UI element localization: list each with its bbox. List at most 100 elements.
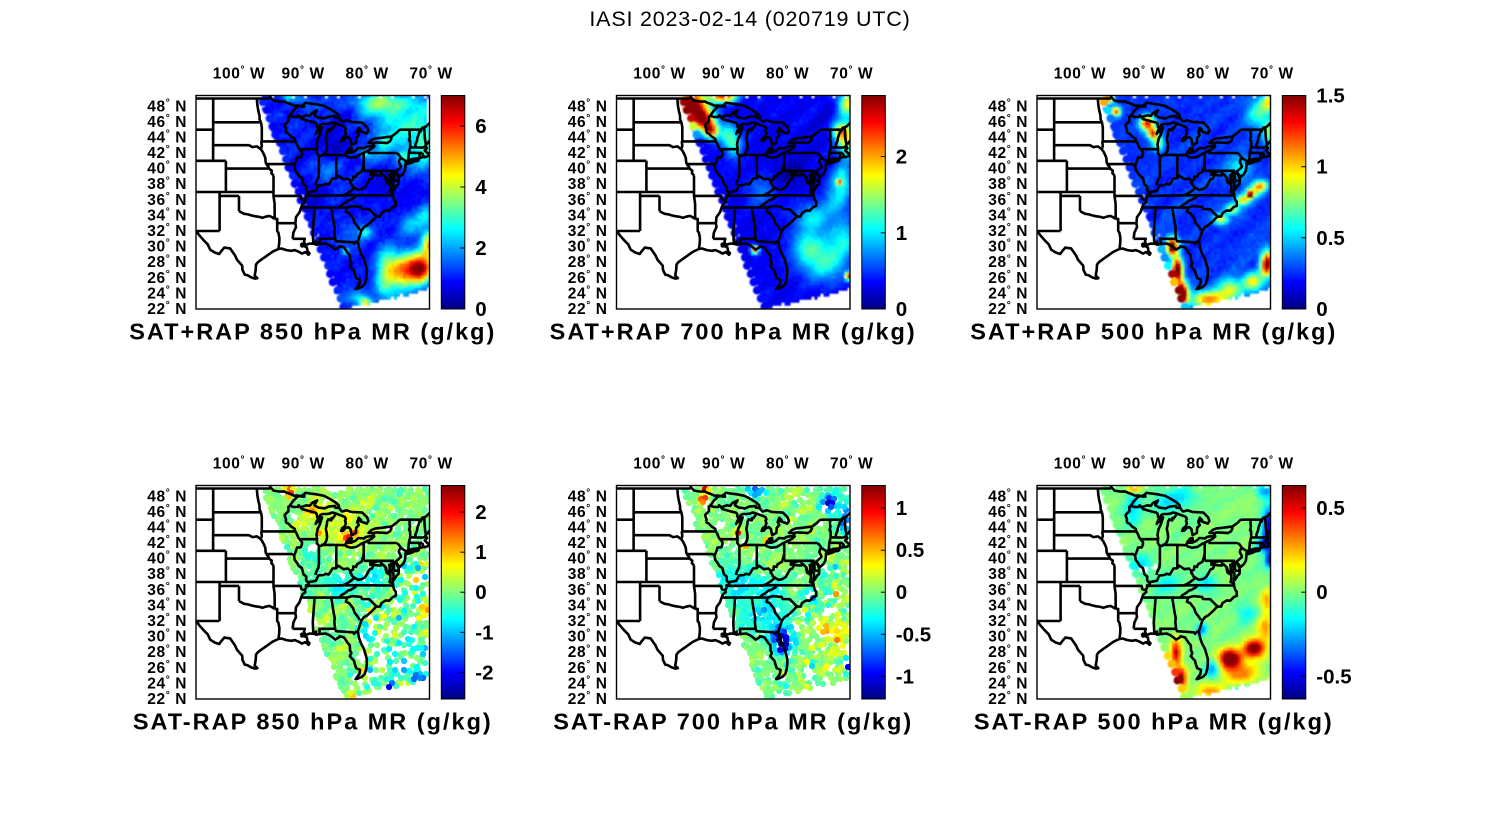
svg-text:28° N: 28° N [147, 253, 187, 271]
svg-text:38° N: 38° N [147, 565, 187, 583]
svg-text:90° W: 90° W [281, 64, 324, 82]
svg-text:28° N: 28° N [147, 643, 187, 661]
svg-text:44° N: 44° N [147, 519, 187, 537]
svg-text:70° W: 70° W [830, 454, 873, 472]
svg-text:0.5: 0.5 [896, 539, 925, 562]
svg-text:34° N: 34° N [147, 597, 187, 615]
svg-text:-1: -1 [896, 665, 914, 688]
svg-text:4: 4 [475, 176, 487, 199]
svg-text:70° W: 70° W [409, 64, 452, 82]
svg-text:24° N: 24° N [147, 675, 187, 693]
svg-text:0: 0 [475, 298, 486, 321]
svg-text:-2: -2 [475, 661, 493, 684]
svg-text:32° N: 32° N [568, 222, 608, 240]
svg-text:-0.5: -0.5 [1316, 665, 1351, 688]
svg-text:30° N: 30° N [568, 238, 608, 256]
svg-text:26° N: 26° N [147, 659, 187, 677]
svg-text:22° N: 22° N [988, 300, 1028, 318]
svg-text:38° N: 38° N [988, 565, 1028, 583]
svg-text:0: 0 [896, 298, 907, 321]
svg-text:28° N: 28° N [568, 643, 608, 661]
svg-text:40° N: 40° N [147, 550, 187, 568]
svg-text:40° N: 40° N [147, 160, 187, 178]
svg-text:30° N: 30° N [988, 628, 1028, 646]
svg-text:32° N: 32° N [988, 222, 1028, 240]
svg-text:SAT+RAP 500 hPa MR (g/kg): SAT+RAP 500 hPa MR (g/kg) [970, 319, 1337, 345]
svg-text:1.5: 1.5 [1316, 85, 1345, 108]
svg-text:34° N: 34° N [568, 207, 608, 225]
svg-text:80° W: 80° W [1186, 64, 1229, 82]
svg-text:42° N: 42° N [147, 534, 187, 552]
svg-text:36° N: 36° N [988, 581, 1028, 599]
svg-text:100° W: 100° W [1054, 64, 1106, 82]
svg-text:46° N: 46° N [147, 503, 187, 521]
svg-text:44° N: 44° N [988, 519, 1028, 537]
svg-text:46° N: 46° N [988, 503, 1028, 521]
svg-text:22° N: 22° N [988, 690, 1028, 708]
svg-text:34° N: 34° N [147, 207, 187, 225]
svg-text:42° N: 42° N [147, 144, 187, 162]
svg-text:48° N: 48° N [147, 97, 187, 115]
svg-text:42° N: 42° N [568, 144, 608, 162]
svg-text:0.5: 0.5 [1316, 497, 1345, 520]
svg-text:80° W: 80° W [345, 64, 388, 82]
svg-text:0: 0 [1316, 581, 1327, 604]
svg-text:48° N: 48° N [147, 487, 187, 505]
svg-text:46° N: 46° N [988, 113, 1028, 131]
svg-text:70° W: 70° W [1250, 454, 1293, 472]
svg-text:24° N: 24° N [988, 285, 1028, 303]
svg-text:6: 6 [475, 115, 486, 138]
svg-text:-1: -1 [475, 621, 493, 644]
svg-text:70° W: 70° W [830, 64, 873, 82]
svg-text:2: 2 [475, 237, 486, 260]
svg-text:46° N: 46° N [568, 503, 608, 521]
svg-text:0: 0 [475, 581, 486, 604]
svg-text:22° N: 22° N [147, 690, 187, 708]
svg-text:SAT-RAP 700 hPa MR (g/kg): SAT-RAP 700 hPa MR (g/kg) [553, 709, 913, 735]
svg-text:44° N: 44° N [147, 129, 187, 147]
svg-text:80° W: 80° W [1186, 454, 1229, 472]
svg-text:28° N: 28° N [568, 253, 608, 271]
svg-text:100° W: 100° W [213, 454, 265, 472]
svg-text:44° N: 44° N [568, 519, 608, 537]
svg-text:80° W: 80° W [766, 454, 809, 472]
svg-text:80° W: 80° W [345, 454, 388, 472]
svg-text:0.5: 0.5 [1316, 227, 1345, 250]
svg-text:2: 2 [896, 146, 907, 169]
svg-text:100° W: 100° W [213, 64, 265, 82]
svg-text:24° N: 24° N [568, 675, 608, 693]
svg-text:40° N: 40° N [568, 160, 608, 178]
svg-text:28° N: 28° N [988, 643, 1028, 661]
svg-text:70° W: 70° W [1250, 64, 1293, 82]
svg-text:0: 0 [896, 581, 907, 604]
svg-text:42° N: 42° N [988, 534, 1028, 552]
svg-text:38° N: 38° N [568, 565, 608, 583]
svg-text:30° N: 30° N [147, 238, 187, 256]
svg-text:90° W: 90° W [702, 64, 745, 82]
svg-text:42° N: 42° N [568, 534, 608, 552]
svg-text:100° W: 100° W [1054, 454, 1106, 472]
svg-text:36° N: 36° N [568, 191, 608, 209]
svg-text:22° N: 22° N [568, 300, 608, 318]
svg-text:38° N: 38° N [568, 175, 608, 193]
svg-text:48° N: 48° N [988, 487, 1028, 505]
svg-text:46° N: 46° N [568, 113, 608, 131]
svg-text:34° N: 34° N [988, 597, 1028, 615]
svg-text:IASI 2023-02-14 (020719 UTC): IASI 2023-02-14 (020719 UTC) [589, 7, 910, 31]
svg-text:34° N: 34° N [988, 207, 1028, 225]
svg-text:90° W: 90° W [1122, 64, 1165, 82]
svg-text:100° W: 100° W [633, 64, 685, 82]
svg-text:32° N: 32° N [568, 612, 608, 630]
svg-text:40° N: 40° N [568, 550, 608, 568]
svg-text:24° N: 24° N [568, 285, 608, 303]
svg-text:42° N: 42° N [988, 144, 1028, 162]
svg-text:SAT-RAP 850 hPa MR (g/kg): SAT-RAP 850 hPa MR (g/kg) [133, 709, 493, 735]
svg-text:30° N: 30° N [147, 628, 187, 646]
svg-text:32° N: 32° N [147, 612, 187, 630]
svg-text:26° N: 26° N [147, 269, 187, 287]
svg-text:32° N: 32° N [147, 222, 187, 240]
svg-text:24° N: 24° N [147, 285, 187, 303]
svg-text:26° N: 26° N [988, 659, 1028, 677]
svg-text:26° N: 26° N [568, 269, 608, 287]
svg-text:1: 1 [896, 497, 907, 520]
